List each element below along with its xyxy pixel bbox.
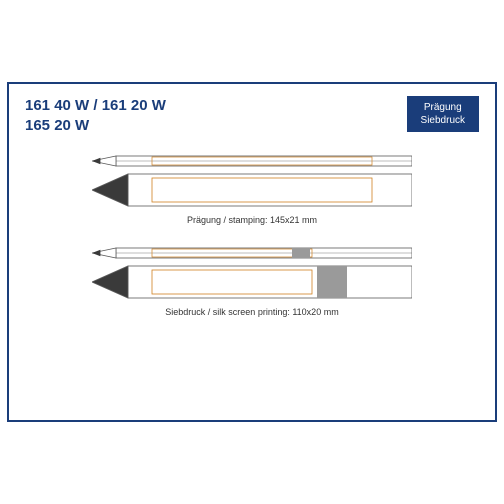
badge-line-1: Prägung	[421, 101, 465, 114]
stamping-group: Prägung / stamping: 145x21 mm	[92, 155, 412, 225]
badge-line-2: Siebdruck	[421, 114, 465, 127]
header: 161 40 W / 161 20 W 165 20 W Prägung Sie…	[25, 96, 479, 135]
silkscreen-group: Siebdruck / silk screen printing: 110x20…	[92, 247, 412, 317]
pencil-thick-stamping	[92, 173, 412, 207]
diagram-area: Prägung / stamping: 145x21 mm Siebdruck …	[25, 155, 479, 317]
product-codes: 161 40 W / 161 20 W 165 20 W	[25, 96, 166, 135]
pencil-thick-silkscreen	[92, 265, 412, 299]
print-methods-badge: Prägung Siebdruck	[407, 96, 479, 132]
pencil-thin-stamping	[92, 155, 412, 167]
silkscreen-caption: Siebdruck / silk screen printing: 110x20…	[165, 307, 338, 317]
code-line-2: 165 20 W	[25, 116, 166, 136]
spec-sheet: 161 40 W / 161 20 W 165 20 W Prägung Sie…	[7, 82, 497, 422]
stamping-caption: Prägung / stamping: 145x21 mm	[187, 215, 317, 225]
pencil-thin-silkscreen	[92, 247, 412, 259]
code-line-1: 161 40 W / 161 20 W	[25, 96, 166, 116]
